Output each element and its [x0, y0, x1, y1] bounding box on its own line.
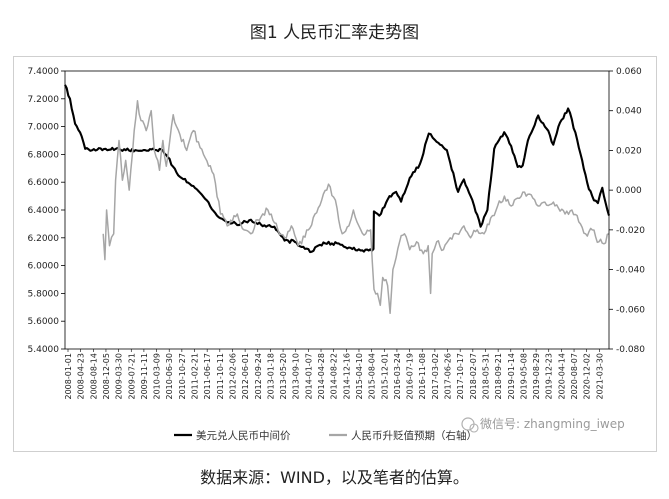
x-tick-label: 2012-09-24: [254, 353, 263, 400]
x-tick-label: 2014-01-07: [304, 353, 313, 400]
exchange-rate-chart: 7.4000 7.2000 7.0000 6.8000 6.6000 6.4000 6.20…: [28, 67, 646, 442]
x-tick-label: 2012-02-06: [228, 353, 237, 400]
x-tick-label: 2008-01-01: [64, 353, 73, 400]
x-tick-label: 2010-03-09: [153, 353, 162, 400]
x-tick-label: 2020-08-07: [570, 353, 579, 400]
legend-label-usd-cny: 美元兑人民币中间价: [196, 429, 291, 442]
wechat-icon-inner: [469, 423, 479, 433]
series-line-expectation: [102, 100, 610, 315]
x-tick-label: 2019-01-14: [507, 353, 516, 400]
right-tick-label: 0.000: [616, 186, 642, 196]
x-tick-label: 2008-04-23: [77, 353, 86, 400]
x-tick-label: 2013-05-20: [279, 353, 288, 400]
x-tick-label: 2018-09-21: [494, 353, 503, 400]
plot-area: [64, 70, 610, 350]
x-tick-label: 2011-06-17: [203, 353, 212, 400]
x-tick-label: 2011-10-11: [216, 353, 225, 400]
x-tick-label: 2013-09-10: [292, 353, 301, 400]
left-tick-label: 5.6000: [28, 317, 60, 327]
x-tick-label: 2019-05-08: [519, 353, 528, 400]
left-tick-label: 6.2000: [28, 234, 60, 244]
left-tick-label: 7.2000: [28, 95, 60, 105]
left-tick-label: 6.4000: [28, 206, 60, 216]
x-tick-label: 2010-06-30: [165, 353, 174, 400]
chart-title: 图1 人民币汇率走势图: [249, 23, 420, 43]
x-tick-label: 2016-11-08: [418, 353, 427, 400]
right-axis: 0.060 0.040 0.020 0.000 -0.020 -0.040 -0.060 -0…: [609, 67, 645, 355]
x-tick-label: 2019-12-23: [545, 353, 554, 400]
left-tick-label: 7.4000: [28, 67, 60, 77]
right-tick-label: -0.060: [616, 305, 645, 315]
left-tick-label: 6.6000: [28, 178, 60, 188]
x-tick-label: 2013-01-18: [266, 353, 275, 400]
x-tick-label: 2009-07-21: [127, 353, 136, 400]
x-tick-label: 2017-03-02: [431, 353, 440, 400]
x-tick-label: 2018-05-31: [481, 353, 490, 400]
x-tick-label: 2010-10-27: [178, 353, 187, 400]
right-tick-label: 0.040: [616, 107, 642, 117]
x-tick-label: 2021-03-30: [595, 353, 604, 400]
x-tick-label: 2009-03-30: [115, 353, 124, 400]
x-tick-label: 2019-08-29: [532, 353, 541, 400]
x-tick-label: 2020-04-14: [557, 353, 566, 400]
x-tick-label: 2012-06-01: [241, 353, 250, 400]
x-tick-label: 2015-12-01: [380, 353, 389, 400]
x-tick-label: 2017-10-17: [456, 353, 465, 400]
series-layer: [64, 84, 611, 315]
right-tick-label: 0.060: [616, 67, 642, 77]
left-axis: 7.4000 7.2000 7.0000 6.8000 6.6000 6.4000 6.20…: [28, 67, 65, 355]
series-line-usd-cny: [64, 84, 611, 254]
watermark: 微信号: zhangming_iwep: [461, 417, 625, 433]
x-tick-label: 2020-12-02: [583, 353, 592, 400]
left-tick-label: 6.0000: [28, 262, 60, 272]
x-tick-label: 2008-12-05: [102, 353, 111, 400]
source-note: 数据来源：WIND，以及笔者的估算。: [200, 468, 469, 487]
x-tick-label: 2018-02-07: [469, 353, 478, 400]
left-tick-label: 7.0000: [28, 123, 60, 133]
legend-label-expectation: 人民币升贬值预期（右轴）: [351, 429, 477, 442]
right-tick-label: -0.020: [616, 226, 645, 236]
x-tick-label: 2011-02-21: [191, 353, 200, 400]
right-tick-label: -0.040: [616, 266, 645, 276]
x-tick-label: 2014-04-28: [317, 353, 326, 400]
right-tick-label: -0.080: [616, 345, 645, 355]
x-tick-label: 2016-07-19: [406, 353, 415, 400]
x-tick-label: 2015-04-10: [355, 353, 364, 400]
chart-frame: 7.4000 7.2000 7.0000 6.8000 6.6000 6.4000 6.20…: [13, 56, 657, 452]
x-tick-label: 2016-03-24: [393, 353, 402, 400]
legend: 美元兑人民币中间价 人民币升贬值预期（右轴）: [174, 429, 477, 442]
x-axis: 2008-01-01 2008-04-23 2008-08-14 2008-12-05…: [64, 349, 604, 400]
x-tick-label: 2009-11-11: [140, 353, 149, 400]
left-tick-label: 5.8000: [28, 289, 60, 299]
x-tick-label: 2014-08-22: [330, 353, 339, 400]
left-tick-label: 5.4000: [28, 345, 60, 355]
right-tick-label: 0.020: [616, 146, 642, 156]
x-tick-label: 2014-12-16: [342, 353, 351, 400]
x-tick-label: 2017-06-26: [444, 353, 453, 400]
x-tick-label: 2015-08-04: [368, 353, 377, 400]
left-tick-label: 6.8000: [28, 150, 60, 160]
plot-border: [64, 70, 610, 350]
watermark-text: 微信号: zhangming_iwep: [480, 417, 625, 431]
x-tick-label: 2008-08-14: [89, 353, 98, 400]
